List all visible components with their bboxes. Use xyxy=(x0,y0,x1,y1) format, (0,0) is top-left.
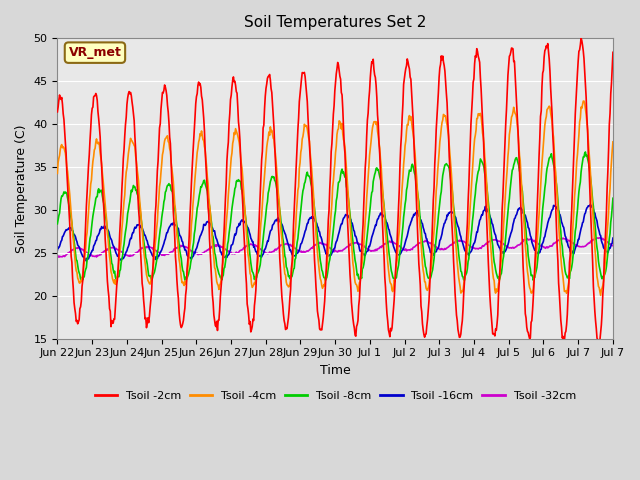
Text: VR_met: VR_met xyxy=(68,46,122,59)
Title: Soil Temperatures Set 2: Soil Temperatures Set 2 xyxy=(244,15,426,30)
Y-axis label: Soil Temperature (C): Soil Temperature (C) xyxy=(15,124,28,252)
X-axis label: Time: Time xyxy=(320,364,351,377)
Legend: Tsoil -2cm, Tsoil -4cm, Tsoil -8cm, Tsoil -16cm, Tsoil -32cm: Tsoil -2cm, Tsoil -4cm, Tsoil -8cm, Tsoi… xyxy=(90,386,580,405)
